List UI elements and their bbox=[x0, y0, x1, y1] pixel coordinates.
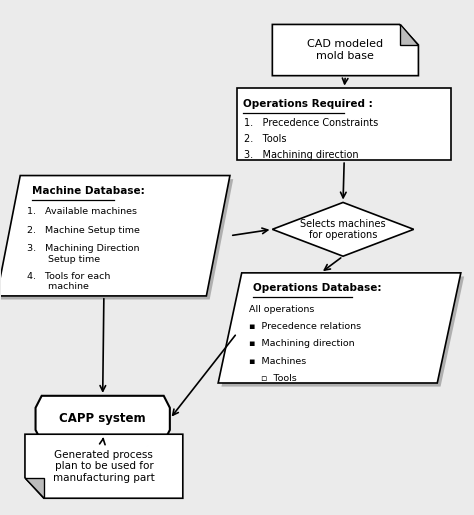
Polygon shape bbox=[400, 24, 419, 45]
Polygon shape bbox=[218, 273, 461, 383]
Polygon shape bbox=[0, 176, 230, 296]
Polygon shape bbox=[25, 478, 44, 498]
Text: 3.   Machining Direction
       Setup time: 3. Machining Direction Setup time bbox=[27, 244, 140, 264]
Polygon shape bbox=[273, 202, 414, 256]
Text: 2.   Tools: 2. Tools bbox=[244, 134, 287, 144]
Text: 3.   Machining direction: 3. Machining direction bbox=[244, 150, 359, 160]
Text: CAD modeled
mold base: CAD modeled mold base bbox=[307, 39, 383, 61]
Text: ▫  Tools: ▫ Tools bbox=[249, 374, 297, 383]
Polygon shape bbox=[221, 277, 464, 387]
Text: 2.   Machine Setup time: 2. Machine Setup time bbox=[27, 226, 140, 235]
Text: ▪  Precedence relations: ▪ Precedence relations bbox=[249, 322, 361, 331]
Text: 4.   Tools for each
       machine: 4. Tools for each machine bbox=[27, 272, 111, 291]
Polygon shape bbox=[25, 434, 183, 498]
Polygon shape bbox=[0, 179, 233, 300]
Text: Generated process
plan to be used for
manufacturing part: Generated process plan to be used for ma… bbox=[53, 450, 155, 483]
Text: ▪  Machines: ▪ Machines bbox=[249, 357, 306, 366]
Text: Operations Database:: Operations Database: bbox=[254, 283, 382, 293]
Text: Selects machines
for operations: Selects machines for operations bbox=[300, 218, 386, 240]
Text: 1.   Precedence Constraints: 1. Precedence Constraints bbox=[244, 118, 378, 128]
Text: CAPP system: CAPP system bbox=[59, 413, 146, 425]
Text: Machine Database:: Machine Database: bbox=[32, 186, 145, 196]
Text: ▪  Machining direction: ▪ Machining direction bbox=[249, 339, 355, 349]
Polygon shape bbox=[273, 24, 419, 76]
Polygon shape bbox=[36, 396, 170, 442]
Bar bbox=[237, 89, 451, 160]
Text: All operations: All operations bbox=[249, 305, 314, 314]
Text: Operations Required :: Operations Required : bbox=[243, 99, 373, 109]
Text: 1.   Available machines: 1. Available machines bbox=[27, 208, 137, 216]
